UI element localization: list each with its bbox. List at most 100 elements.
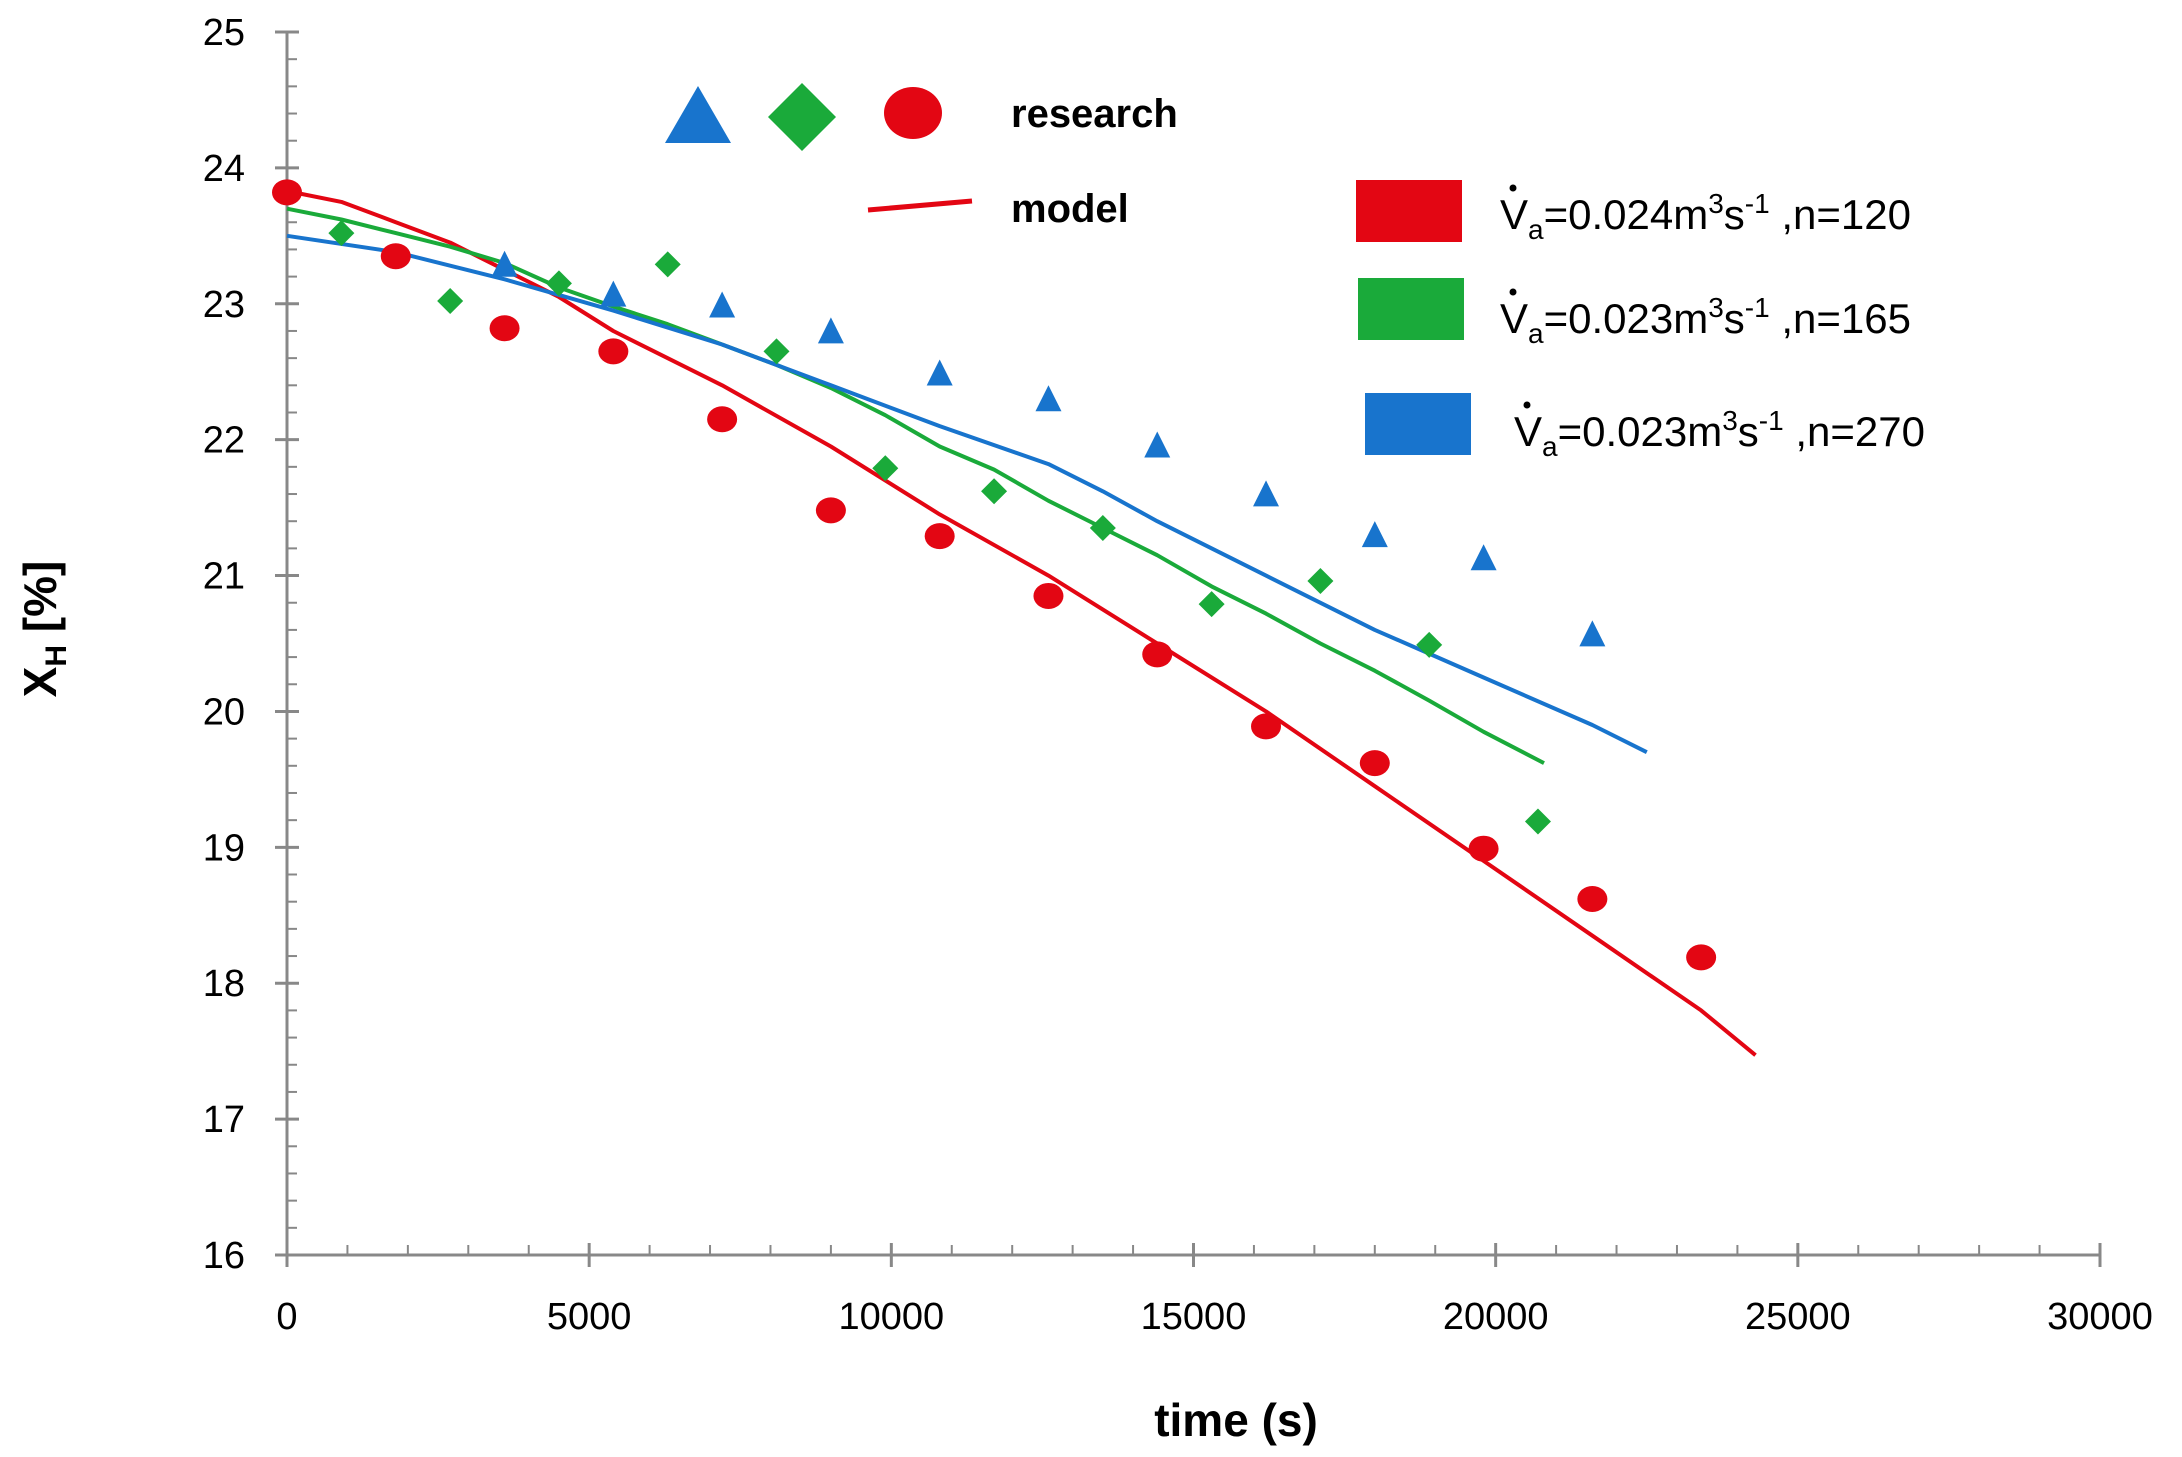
research-point-circle [598, 338, 629, 365]
series-label-count: ,n=120 [1770, 191, 1911, 238]
legend-circle-marker [884, 87, 942, 139]
x-tick-label: 10000 [838, 1296, 944, 1338]
research-point-circle [1033, 582, 1064, 609]
legend-model-line [867, 198, 973, 213]
research-point-diamond [1089, 514, 1116, 541]
series-label-unit: s [1724, 295, 1745, 342]
y-tick-label: 16 [203, 1235, 245, 1277]
model-line-diamond [286, 206, 1545, 765]
y-tick-label: 18 [203, 963, 245, 1005]
research-point-circle [1577, 885, 1608, 912]
model-line-triangle [286, 233, 1648, 754]
series-label-triangle: Va=0.023m3s-1 ,n=270 [1514, 405, 1925, 462]
y-tick-label: 21 [203, 556, 245, 598]
research-point-diamond [872, 455, 899, 482]
research-point-circle [924, 523, 955, 550]
series-label-value: =0.023m [1544, 295, 1709, 342]
research-point-triangle [709, 291, 736, 318]
y-tick-label: 23 [203, 284, 245, 326]
research-point-diamond [1198, 591, 1225, 618]
series-label-symbol: V [1514, 408, 1542, 455]
research-point-triangle [1253, 480, 1280, 507]
x-axis-title: time (s) [1154, 1394, 1318, 1446]
y-tick-label: 22 [203, 420, 245, 462]
series-label-superscript: 3 [1722, 405, 1738, 436]
research-point-triangle [600, 280, 627, 307]
research-point-diamond [1416, 631, 1443, 658]
series-label-subscript: a [1528, 318, 1544, 349]
y-axis-title-subscript: H [40, 645, 73, 667]
research-point-circle [380, 243, 411, 270]
research-point-diamond [763, 338, 790, 365]
research-point-circle [815, 497, 846, 524]
legend: research model Va=0.024m3s-1 ,n=120Va=0.… [665, 83, 1925, 462]
series-label-superscript: 3 [1708, 292, 1724, 323]
series-label-superscript: -1 [1759, 405, 1784, 436]
x-tick-label: 25000 [1745, 1296, 1851, 1338]
research-point-circle [1142, 641, 1173, 668]
research-point-triangle [1470, 544, 1497, 571]
y-tick-label: 19 [203, 827, 245, 869]
legend-model-label: model [1011, 187, 1129, 231]
y-tick-label: 17 [203, 1099, 245, 1141]
research-point-diamond [545, 270, 572, 297]
series-label-dot [1509, 288, 1517, 296]
series-label-unit: s [1724, 191, 1745, 238]
series-label-superscript: -1 [1745, 188, 1770, 219]
series-swatch-blue [1365, 393, 1471, 455]
series-label-count: ,n=270 [1784, 408, 1925, 455]
research-point-diamond [654, 251, 681, 278]
series-label-circle: Va=0.024m3s-1 ,n=120 [1500, 188, 1911, 245]
research-point-circle [272, 179, 302, 206]
series-label-subscript: a [1542, 431, 1558, 462]
series-label-symbol: V [1500, 295, 1528, 342]
research-point-triangle [1035, 385, 1062, 412]
series-label-diamond: Va=0.023m3s-1 ,n=165 [1500, 292, 1911, 349]
y-axis-title: XH [%] [14, 561, 73, 698]
research-point-circle [1468, 835, 1499, 862]
series-label-superscript: -1 [1745, 292, 1770, 323]
y-tick-label: 24 [203, 148, 245, 190]
research-point-triangle [1361, 521, 1388, 548]
y-tick-label: 25 [203, 12, 245, 54]
research-markers [272, 179, 1717, 971]
legend-diamond-marker [768, 83, 836, 151]
research-point-circle [707, 406, 738, 433]
series-label-superscript: 3 [1708, 188, 1724, 219]
research-point-diamond [981, 478, 1008, 505]
research-point-diamond [1524, 808, 1551, 835]
series-swatch-green [1358, 278, 1464, 340]
series-label-value: =0.024m [1544, 191, 1709, 238]
series-swatch-red [1356, 180, 1462, 242]
x-tick-label: 20000 [1443, 1296, 1549, 1338]
research-point-triangle [1579, 620, 1606, 647]
y-axis-title-unit: [%] [14, 561, 66, 645]
research-point-circle [1251, 713, 1282, 740]
research-point-diamond [437, 288, 464, 315]
research-point-triangle [817, 317, 844, 344]
research-point-circle [1359, 750, 1390, 777]
series-label-dot [1523, 401, 1531, 409]
research-point-diamond [328, 220, 355, 247]
legend-research-label: research [1011, 92, 1178, 136]
series-label-subscript: a [1528, 214, 1544, 245]
series-label-count: ,n=165 [1770, 295, 1911, 342]
series-label-value: =0.023m [1558, 408, 1723, 455]
y-tick-label: 20 [203, 691, 245, 733]
research-point-triangle [1144, 431, 1171, 458]
research-point-circle [489, 315, 520, 342]
x-tick-label: 15000 [1141, 1296, 1247, 1338]
research-point-diamond [1307, 567, 1334, 594]
x-tick-label: 30000 [2047, 1296, 2153, 1338]
series-label-symbol: V [1500, 191, 1528, 238]
series-label-unit: s [1738, 408, 1759, 455]
x-tick-label: 5000 [547, 1296, 632, 1338]
y-axis-title-symbol: X [14, 666, 66, 697]
legend-triangle-marker [665, 86, 731, 143]
research-point-circle [1686, 944, 1717, 971]
series-label-dot [1509, 184, 1517, 192]
axes: 16 17 18 19 20 21 22 23 24 25 0 5000 10000 15000 20000… [203, 12, 2153, 1338]
research-point-triangle [491, 250, 518, 277]
